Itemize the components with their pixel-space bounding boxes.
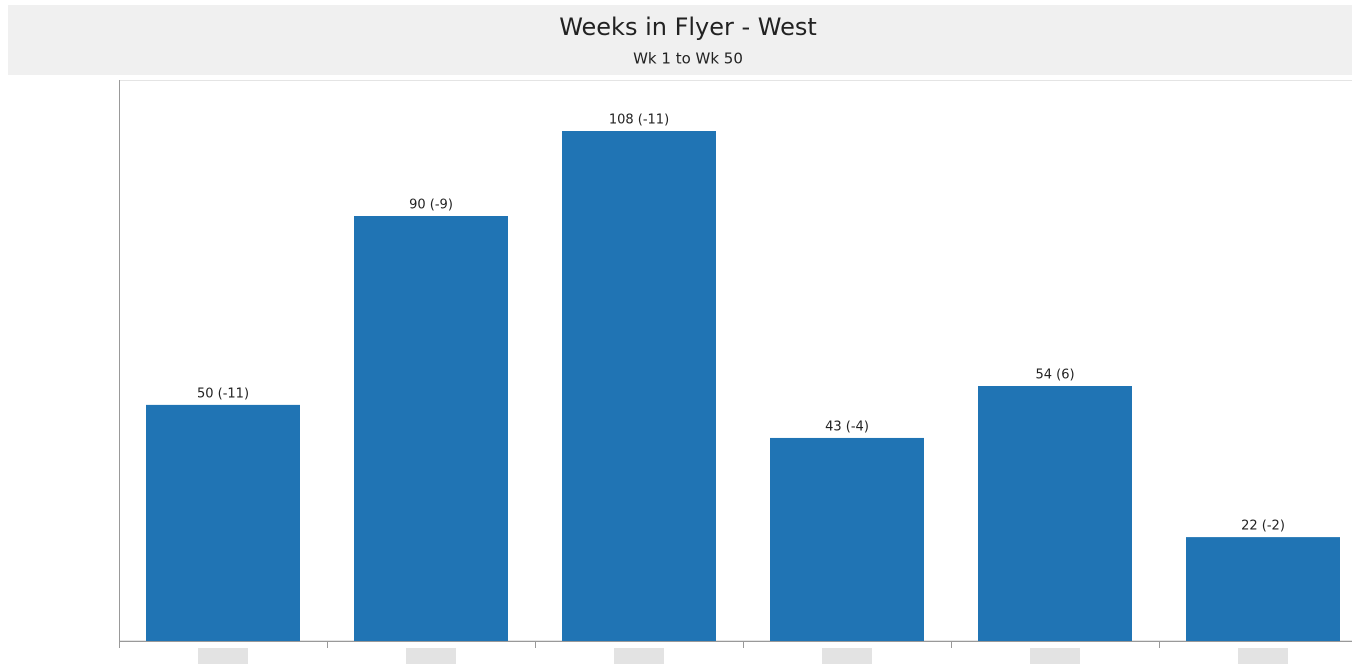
blurred-category-label: [1030, 648, 1080, 664]
value-label: 90 (-9): [409, 198, 453, 213]
blurred-category-label: [198, 648, 248, 664]
bar: [354, 216, 508, 641]
blurred-category-label: [406, 648, 456, 664]
chart-subtitle: Wk 1 to Wk 50: [633, 50, 743, 68]
bar: [978, 386, 1132, 641]
chart-title: Weeks in Flyer - West: [559, 13, 817, 41]
blurred-category-label: [822, 648, 872, 664]
value-label: 108 (-11): [609, 113, 669, 128]
bar: [562, 131, 716, 641]
value-label: 43 (-4): [825, 419, 869, 434]
plot-frame: [120, 81, 1352, 641]
value-label: 50 (-11): [197, 386, 249, 401]
bar: [1186, 537, 1340, 641]
value-label: 22 (-2): [1241, 519, 1285, 534]
blurred-category-label: [1238, 648, 1288, 664]
bar: [146, 405, 300, 641]
bar: [770, 438, 924, 641]
blurred-category-label: [614, 648, 664, 664]
value-label: 54 (6): [1035, 368, 1074, 383]
